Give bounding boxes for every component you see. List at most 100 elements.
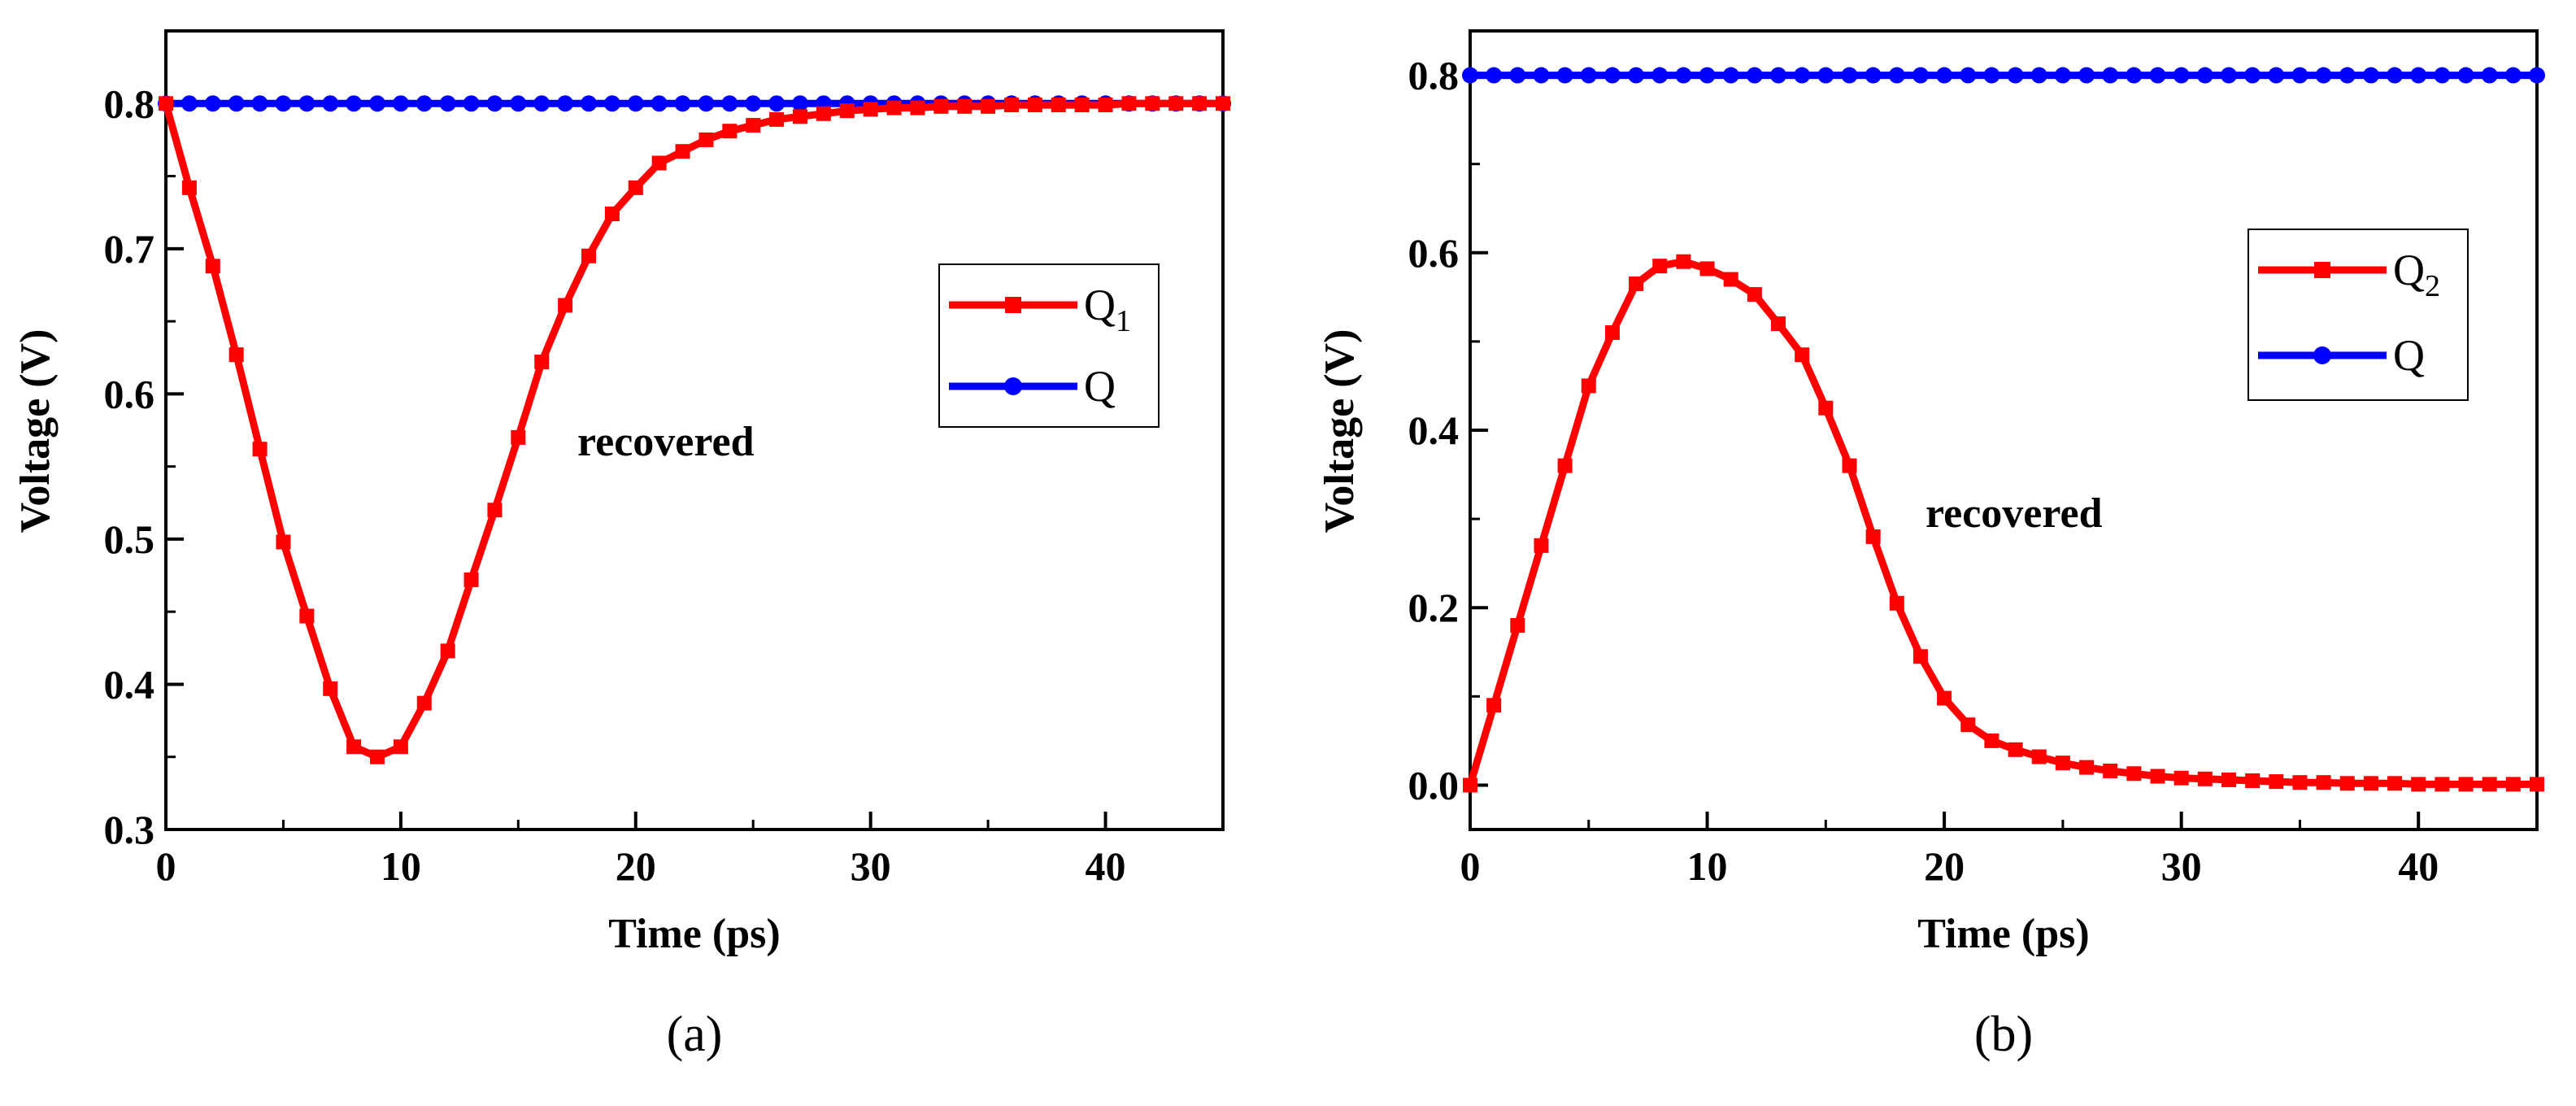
data-point-Q1: [698, 132, 714, 147]
data-point-Q2: [2292, 775, 2308, 790]
data-point-Q: [1912, 67, 1929, 84]
legend-box: [2247, 229, 2469, 401]
series-Q: [1462, 67, 2545, 84]
data-point-Q: [204, 95, 221, 112]
data-point-Q1: [416, 695, 432, 711]
y-tick-label: 0.6: [1408, 230, 1460, 276]
data-point-Q: [603, 95, 620, 112]
data-point-Q2: [2103, 763, 2118, 778]
data-point-Q: [674, 95, 691, 112]
y-tick-label: 0.7: [104, 226, 155, 272]
data-point-Q: [2007, 67, 2024, 84]
data-point-Q: [698, 95, 715, 112]
data-point-Q1: [323, 681, 338, 696]
data-point-Q2: [1486, 698, 1502, 713]
legend-label-main: Q: [1084, 362, 1116, 411]
x-tick-label: 20: [1924, 843, 1965, 889]
data-point-Q1: [440, 643, 455, 659]
data-point-Q: [228, 95, 245, 112]
data-point-Q2: [1771, 316, 1786, 332]
data-point-Q: [2126, 67, 2143, 84]
y-tick-label: 0.8: [1408, 53, 1460, 98]
data-point-Q: [439, 95, 456, 112]
y-tick-label: 0.6: [104, 371, 155, 416]
data-point-Q1: [1192, 96, 1208, 111]
legend-label-Q2: Q2: [2393, 246, 2440, 303]
legend-label-Q: Q: [2393, 331, 2425, 380]
data-point-Q: [2410, 67, 2427, 84]
data-point-Q: [1462, 67, 1478, 84]
legend-label-Q1: Q1: [1084, 281, 1131, 338]
data-point-Q1: [675, 144, 690, 159]
data-point-Q1: [276, 534, 291, 550]
data-point-Q: [2457, 67, 2474, 84]
data-point-Q: [346, 95, 363, 112]
data-point-Q2: [1937, 690, 1952, 706]
data-point-Q1: [181, 180, 197, 195]
data-point-Q1: [228, 347, 244, 363]
data-point-Q: [2504, 67, 2522, 84]
data-point-Q: [2220, 67, 2237, 84]
data-point-Q1: [1168, 96, 1184, 111]
data-point-Q2: [2079, 760, 2095, 775]
data-point-Q: [792, 95, 808, 112]
data-point-Q2: [2197, 771, 2213, 786]
data-point-Q2: [1581, 378, 1596, 394]
legend-label-subscript: 1: [1116, 304, 1131, 338]
x-tick-label: 0: [156, 843, 176, 889]
data-point-Q2: [2435, 777, 2450, 792]
data-point-Q: [392, 95, 409, 112]
data-point-Q: [2481, 67, 2498, 84]
y-axis-title: Voltage (V): [1316, 329, 1363, 533]
data-point-Q: [2362, 67, 2379, 84]
x-tick-label: 30: [851, 843, 891, 889]
plot-frame: [164, 29, 1225, 831]
data-point-Q1: [252, 442, 268, 457]
data-point-Q2: [2008, 742, 2023, 757]
data-point-Q1: [628, 180, 643, 195]
legend-label-main: Q: [1084, 281, 1116, 329]
data-point-Q2: [2411, 777, 2426, 792]
data-point-Q2: [2482, 777, 2497, 792]
data-point-Q: [1888, 67, 1905, 84]
data-point-Q: [1556, 67, 1573, 84]
data-point-Q: [1533, 67, 1550, 84]
data-point-Q2: [2505, 777, 2521, 792]
data-point-Q2: [2174, 770, 2189, 786]
data-point-Q2: [1960, 717, 1976, 733]
data-point-Q: [557, 95, 574, 112]
data-point-Q: [251, 95, 268, 112]
series-line-Q2: [1466, 258, 2537, 788]
y-tick-label: 0.2: [1408, 585, 1460, 630]
data-point-Q2: [1723, 272, 1738, 287]
data-point-Q: [2315, 67, 2332, 84]
data-point-Q: [2387, 67, 2404, 84]
data-point-Q: [2078, 67, 2095, 84]
plot-frame: [1469, 29, 2539, 831]
chart-panel-b: 0 10 20 30 40 0.0 0.2 0.4 0.6 0.8 Time (ps) Voltage…: [1316, 29, 2545, 1062]
data-point-Q2: [1652, 259, 1668, 274]
data-point-Q1: [558, 298, 573, 313]
data-point-Q: [1770, 67, 1787, 84]
data-point-Q2: [2316, 775, 2331, 790]
data-point-Q: [2339, 67, 2356, 84]
data-point-Q1: [581, 248, 596, 263]
series-Q1: [159, 96, 1230, 764]
data-point-Q1: [839, 103, 855, 119]
x-axis-title: Time (ps): [1917, 911, 2089, 957]
data-point-Q: [463, 95, 480, 112]
series-line-Q1: [162, 99, 1223, 761]
data-point-Q2: [1747, 287, 1762, 303]
y-axis-title: Voltage (V): [12, 329, 59, 533]
panel-label: (a): [667, 1007, 723, 1062]
legend-marker-Q: [2313, 346, 2331, 364]
data-point-Q2: [2245, 773, 2261, 788]
data-point-Q1: [746, 118, 761, 133]
data-point-Q1: [1121, 96, 1137, 111]
data-point-Q: [1983, 67, 2000, 84]
data-point-Q1: [511, 429, 526, 445]
data-point-Q: [1794, 67, 1811, 84]
data-point-Q: [1746, 67, 1763, 84]
data-point-Q: [2291, 67, 2308, 84]
y-tick-label: 0.4: [104, 661, 155, 707]
